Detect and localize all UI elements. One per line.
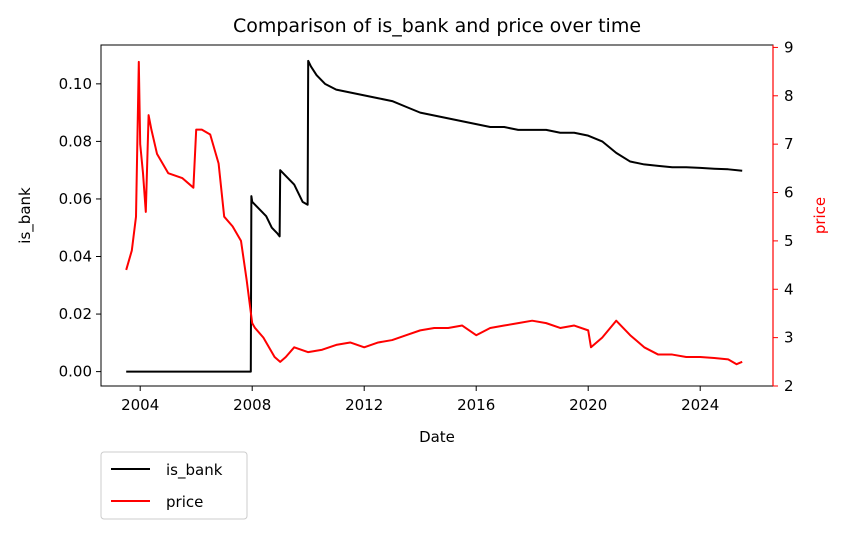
x-tick-label-2020: 2020	[569, 396, 607, 414]
y-left-tick-label-0.06: 0.06	[59, 190, 92, 208]
x-axis-ticks: 2004 2008 2012 2016 2020 2024	[121, 386, 719, 414]
y-right-tick-label-6: 6	[784, 184, 794, 202]
x-tick-label-2012: 2012	[345, 396, 383, 414]
legend-label-is-bank: is_bank	[166, 461, 223, 480]
x-tick-label-2024: 2024	[681, 396, 719, 414]
y-right-axis-label: price	[811, 197, 829, 234]
y-left-axis-ticks: 0.00 0.02 0.04 0.06 0.08 0.10	[59, 75, 101, 381]
y-left-tick-label-0.08: 0.08	[59, 132, 92, 150]
chart-title: Comparison of is_bank and price over tim…	[233, 15, 641, 37]
y-right-tick-label-8: 8	[784, 87, 794, 105]
legend: is_bank price	[100, 451, 248, 520]
plot-area	[100, 44, 774, 387]
y-left-axis-label: is_bank	[16, 187, 35, 244]
x-tick-label-2008: 2008	[233, 396, 271, 414]
y-right-tick-label-2: 2	[784, 377, 794, 395]
y-right-tick-label-9: 9	[784, 38, 794, 56]
x-axis-label: Date	[419, 428, 455, 446]
y-right-axis-ticks: 2 3 4 5 6 7 8 9	[773, 38, 794, 395]
series-line-is-bank	[126, 59, 743, 373]
y-right-tick-label-4: 4	[784, 280, 794, 298]
y-right-tick-label-5: 5	[784, 232, 794, 250]
y-right-tick-label-3: 3	[784, 329, 794, 347]
y-left-tick-label-0.10: 0.10	[59, 75, 92, 93]
y-right-tick-label-7: 7	[784, 135, 794, 153]
y-left-tick-label-0.04: 0.04	[59, 248, 92, 266]
x-tick-label-2004: 2004	[121, 396, 159, 414]
series-layer	[125, 59, 743, 373]
legend-label-price: price	[166, 493, 203, 511]
y-left-tick-label-0.00: 0.00	[59, 363, 92, 381]
series-line-price	[125, 60, 743, 366]
x-tick-label-2016: 2016	[457, 396, 495, 414]
y-left-tick-label-0.02: 0.02	[59, 305, 92, 323]
plot-frame	[100, 44, 774, 387]
